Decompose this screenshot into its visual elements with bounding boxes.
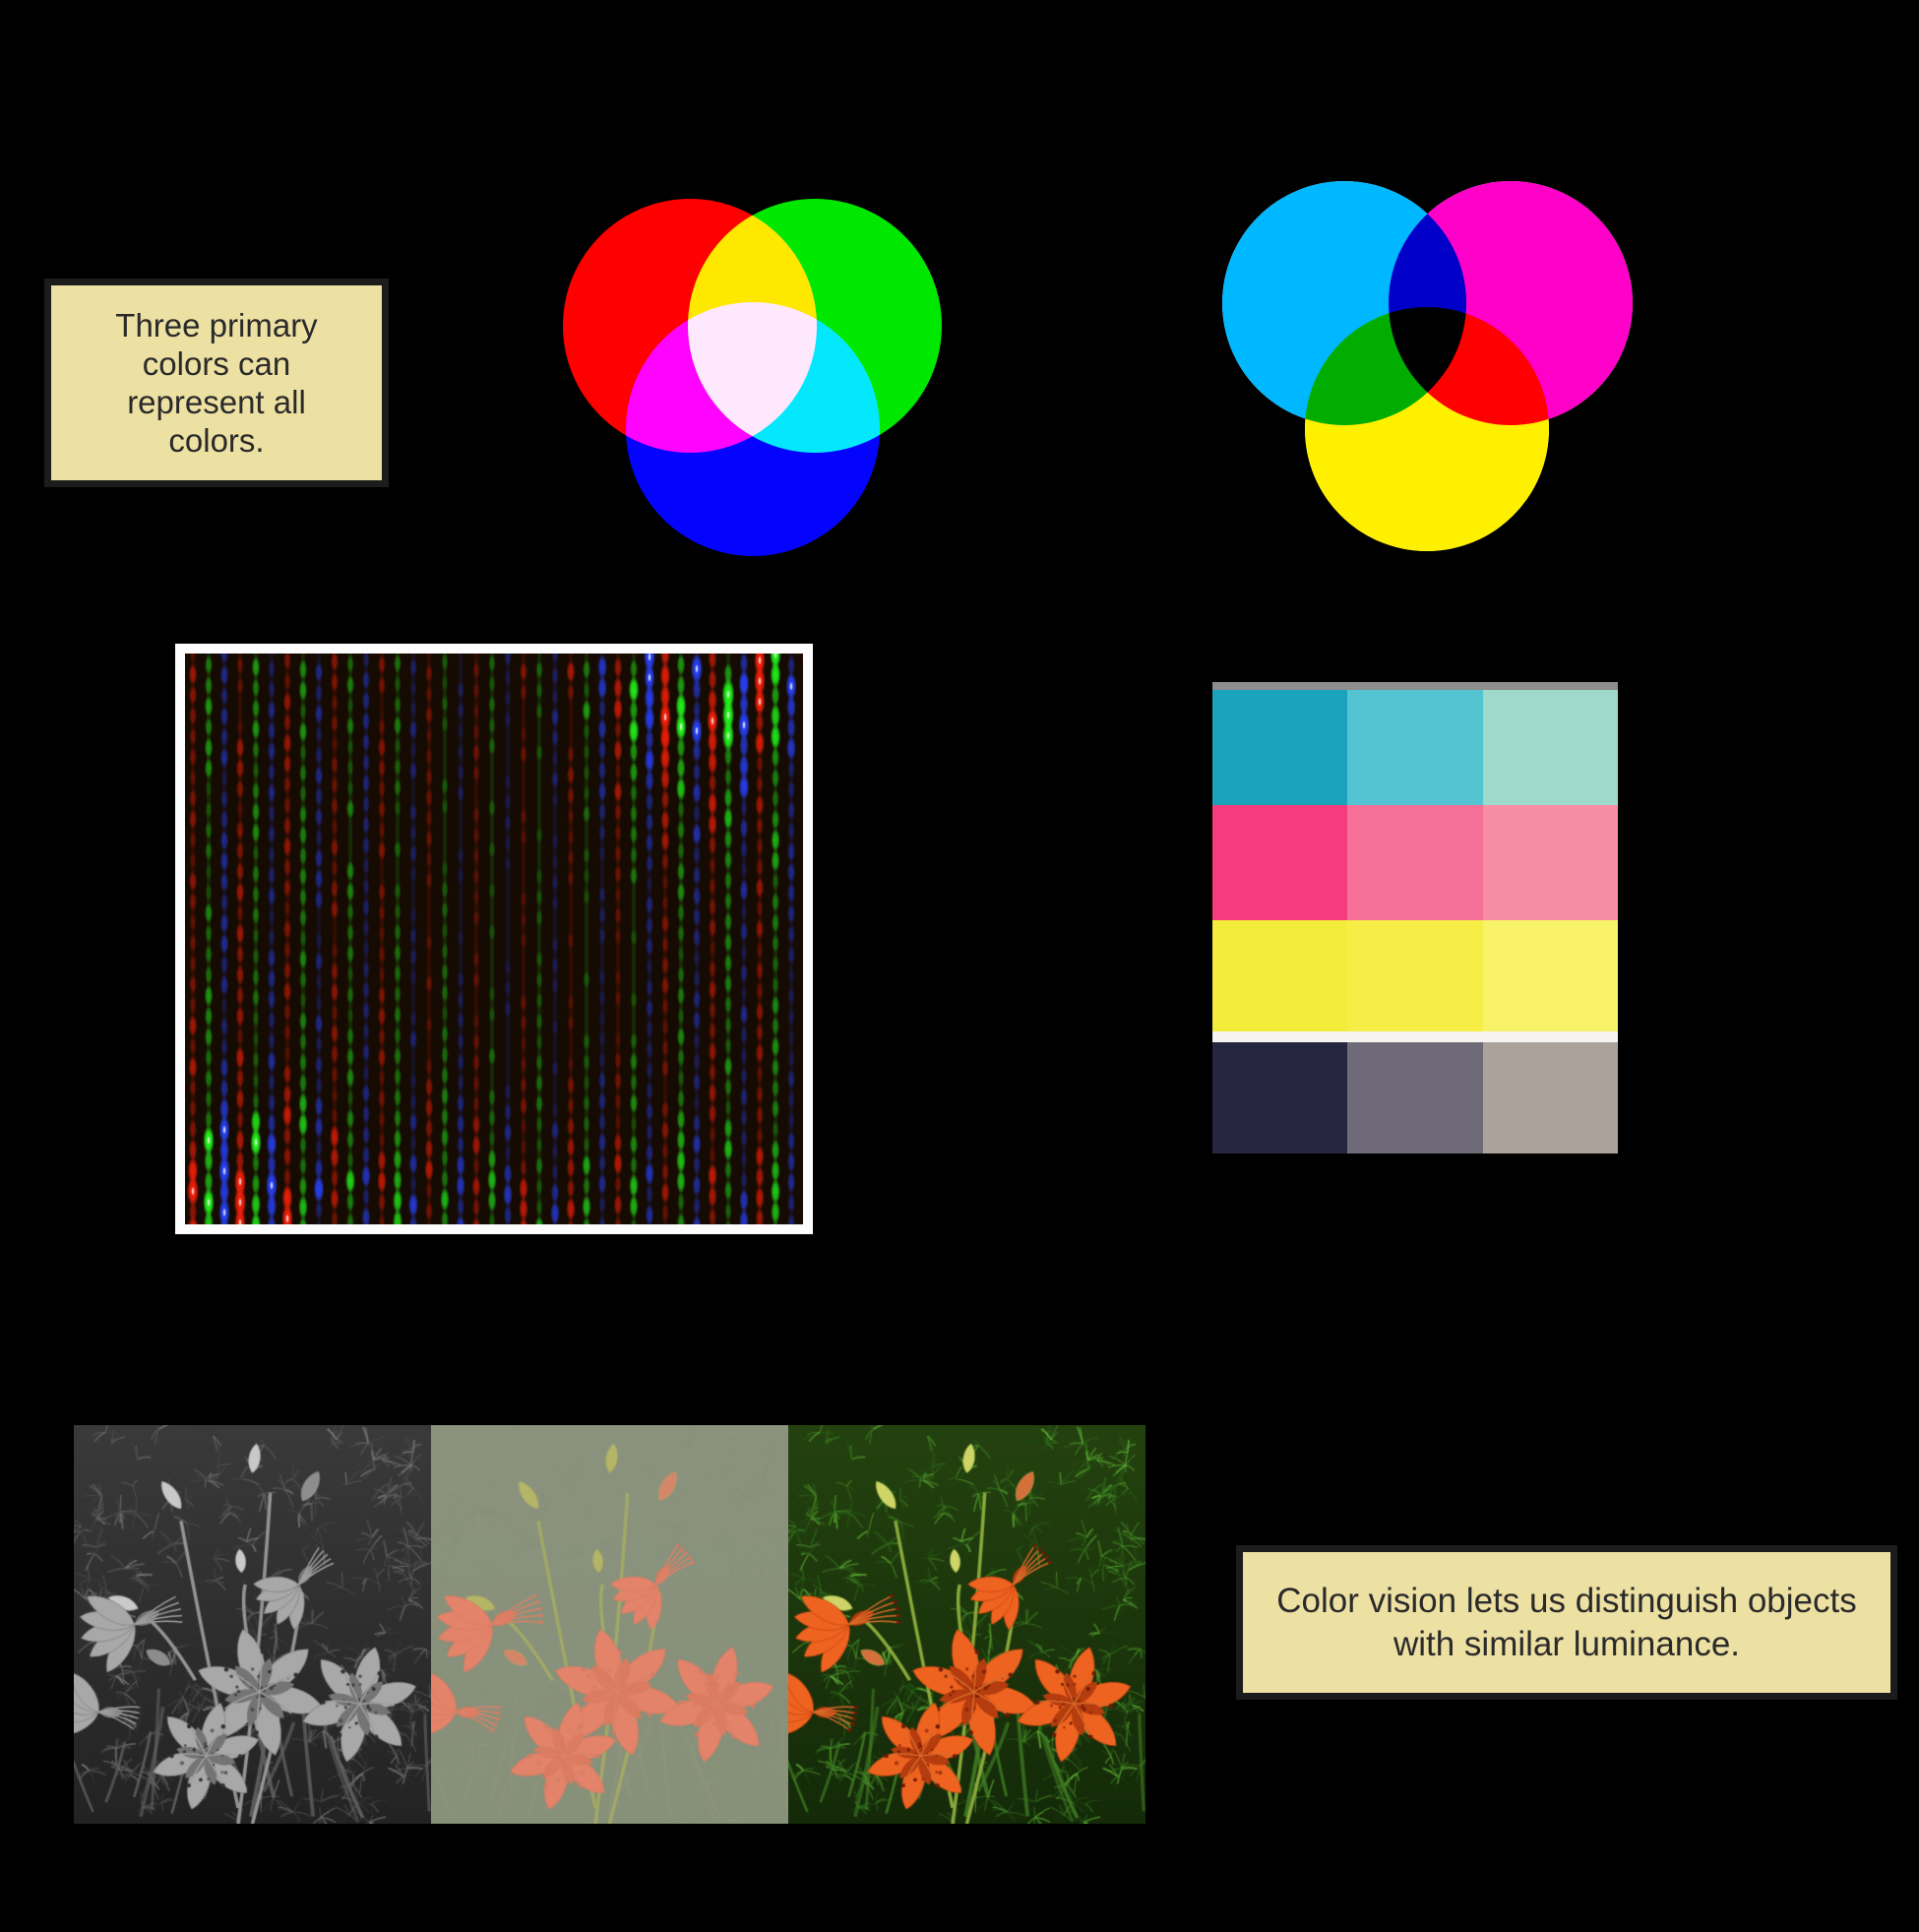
- flower-panel-full-color: [788, 1425, 1145, 1824]
- swatch-cell-yellow-3: [1482, 920, 1619, 1031]
- swatch-cell-yellow-2: [1347, 920, 1484, 1031]
- swatch-cell-black-3: [1482, 1042, 1619, 1153]
- swatch-cell-magenta-3: [1482, 805, 1619, 920]
- flower-triptych: [74, 1425, 1145, 1824]
- swatch-cell-magenta-1: [1212, 805, 1348, 920]
- flower-panel-luminance-only: [74, 1425, 431, 1824]
- blue-circle: [626, 302, 880, 556]
- note-primary-colors: Three primary colors can represent all c…: [44, 279, 389, 487]
- yellow-circle: [1305, 307, 1549, 551]
- note-primary-colors-text: Three primary colors can represent all c…: [115, 307, 318, 459]
- additive-rgb-venn-diagram: [563, 199, 942, 556]
- flower-panel-isoluminant: [431, 1425, 788, 1824]
- subtractive-cmy-venn-diagram: [1222, 181, 1633, 551]
- swatch-separator: [1212, 1031, 1618, 1042]
- crt-phosphor-closeup: [185, 654, 803, 1224]
- swatch-cell-cyan-3: [1482, 690, 1619, 805]
- crt-photo-frame: [175, 644, 813, 1234]
- swatch-cell-black-2: [1347, 1042, 1484, 1153]
- swatch-cell-yellow-1: [1212, 920, 1348, 1031]
- swatch-cell-magenta-2: [1347, 805, 1484, 920]
- note-color-vision-text: Color vision lets us distinguish objects…: [1276, 1581, 1857, 1663]
- swatch-paper-edge: [1212, 682, 1618, 690]
- swatch-cell-cyan-1: [1212, 690, 1348, 805]
- print-swatch-grid: [1212, 682, 1619, 1153]
- note-color-vision: Color vision lets us distinguish objects…: [1236, 1545, 1897, 1700]
- swatch-cell-cyan-2: [1347, 690, 1484, 805]
- swatch-cell-black-1: [1212, 1042, 1348, 1153]
